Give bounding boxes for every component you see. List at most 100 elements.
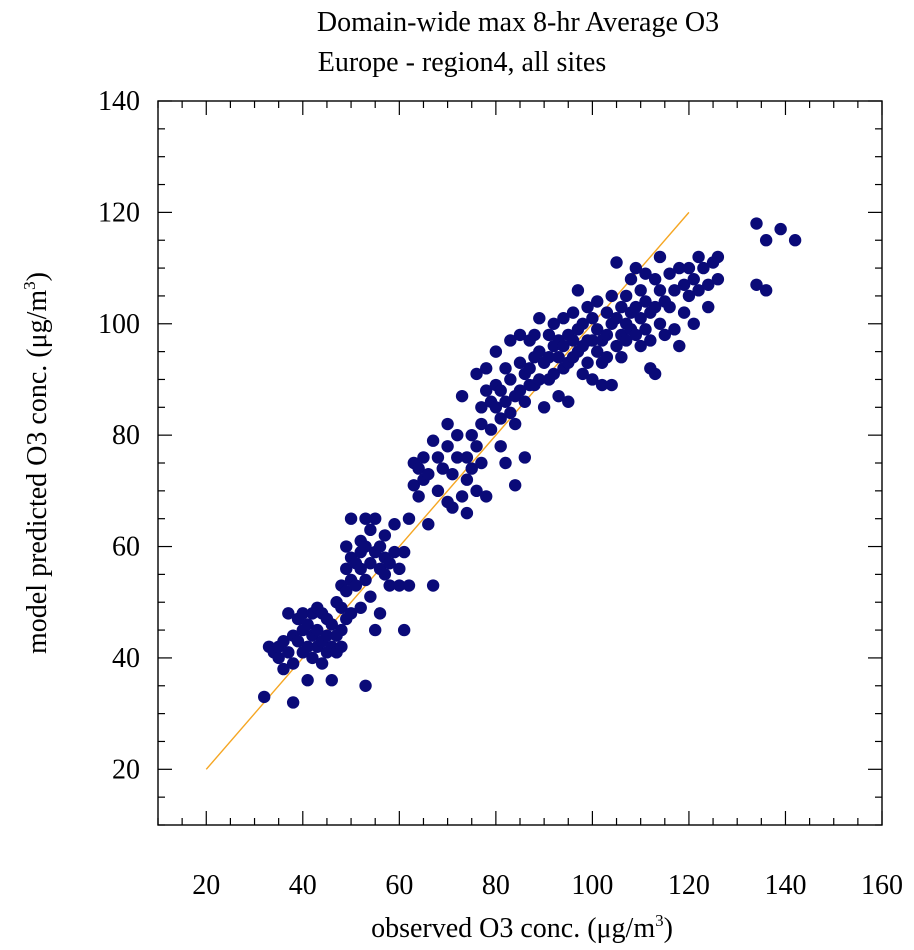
- data-point: [629, 300, 643, 314]
- data-point: [759, 284, 773, 297]
- chart-subtitle: Europe - region4, all sites: [318, 47, 606, 78]
- data-point: [397, 545, 411, 559]
- data-point: [634, 339, 647, 353]
- data-point: [644, 334, 657, 347]
- data-point: [557, 312, 570, 325]
- data-point: [673, 339, 686, 353]
- data-point: [441, 417, 454, 431]
- reference-line-group: [205, 211, 690, 770]
- data-point: [465, 428, 478, 442]
- x-tick-label: 120: [668, 870, 710, 901]
- data-point: [282, 607, 295, 620]
- data-point: [591, 323, 604, 336]
- data-point: [354, 601, 367, 614]
- x-tick-label: 60: [385, 870, 413, 901]
- data-point: [528, 328, 541, 342]
- chart-title: Domain-wide max 8-hr Average O3: [317, 7, 719, 38]
- data-point: [383, 557, 396, 570]
- data-point: [426, 434, 440, 447]
- data-point: [455, 490, 469, 503]
- data-point: [402, 512, 416, 525]
- x-axis-title-main: observed O3 conc. (μg/m: [371, 913, 655, 944]
- data-point: [513, 384, 527, 397]
- data-point: [586, 312, 599, 325]
- data-point: [658, 328, 671, 342]
- data-point: [388, 545, 401, 559]
- data-point: [692, 284, 705, 297]
- data-point: [373, 540, 387, 553]
- data-point: [441, 440, 454, 453]
- data-point: [600, 306, 614, 319]
- data-point: [489, 345, 503, 358]
- data-point: [480, 384, 493, 397]
- data-point: [639, 323, 652, 336]
- data-point: [677, 278, 691, 291]
- data-point: [513, 328, 527, 342]
- x-tick-label: 140: [764, 870, 806, 901]
- data-point: [624, 273, 638, 286]
- data-point: [369, 623, 382, 637]
- data-point: [591, 345, 604, 358]
- data-point: [494, 440, 507, 453]
- data-point: [460, 473, 474, 486]
- data-point: [383, 579, 396, 592]
- y-axis-title-sup: 3: [20, 281, 39, 290]
- data-point: [673, 261, 686, 275]
- data-point: [576, 367, 589, 381]
- data-point: [682, 261, 696, 275]
- data-point: [702, 278, 715, 291]
- data-point: [552, 350, 565, 364]
- data-point: [397, 623, 411, 637]
- data-point: [480, 362, 493, 375]
- data-point: [547, 317, 560, 330]
- data-point: [412, 490, 425, 503]
- data-point: [697, 261, 710, 275]
- data-point: [359, 679, 372, 692]
- data-point: [412, 462, 425, 475]
- data-point: [320, 629, 334, 642]
- data-point: [663, 300, 676, 314]
- data-point: [571, 284, 585, 297]
- y-tick-label: 40: [112, 643, 140, 674]
- data-point: [277, 662, 290, 676]
- data-point: [364, 590, 377, 603]
- data-point: [446, 467, 459, 481]
- data-point: [600, 328, 614, 342]
- data-point: [311, 623, 324, 637]
- data-point: [581, 300, 594, 314]
- data-point: [373, 607, 387, 620]
- data-point: [335, 640, 348, 653]
- data-point: [508, 417, 522, 431]
- data-point: [296, 607, 309, 620]
- data-point: [711, 273, 725, 286]
- data-point: [359, 540, 372, 553]
- data-point: [340, 584, 353, 598]
- data-point: [286, 657, 300, 670]
- data-point: [533, 345, 546, 358]
- data-point: [547, 367, 560, 381]
- data-point: [475, 456, 488, 470]
- data-point: [499, 362, 512, 375]
- data-point: [687, 317, 700, 330]
- data-point: [470, 484, 483, 498]
- data-point: [325, 618, 338, 631]
- data-point: [648, 367, 662, 381]
- data-point: [344, 607, 358, 620]
- y-tick-label: 20: [112, 754, 140, 785]
- data-point: [702, 300, 715, 314]
- data-point: [759, 234, 773, 247]
- data-point: [475, 401, 488, 414]
- data-point: [774, 222, 787, 236]
- data-point: [504, 334, 517, 347]
- data-points: [257, 217, 802, 709]
- data-point: [451, 428, 464, 442]
- data-point: [682, 289, 696, 303]
- data-point: [788, 234, 802, 247]
- data-point: [359, 573, 372, 587]
- data-point: [663, 267, 676, 280]
- data-point: [610, 256, 623, 269]
- data-point: [518, 451, 532, 464]
- data-point: [619, 334, 633, 347]
- data-point: [566, 306, 580, 319]
- data-point: [378, 568, 392, 581]
